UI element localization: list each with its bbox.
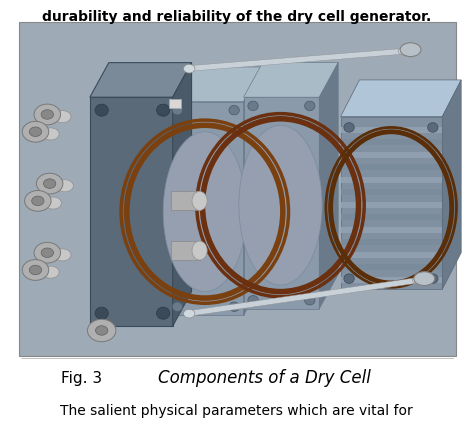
Ellipse shape [34, 104, 61, 125]
Polygon shape [341, 264, 442, 270]
Ellipse shape [25, 191, 51, 211]
Ellipse shape [41, 110, 53, 119]
Polygon shape [341, 117, 442, 289]
Polygon shape [90, 63, 192, 97]
Polygon shape [341, 152, 442, 158]
Ellipse shape [29, 127, 42, 137]
Ellipse shape [239, 125, 322, 285]
Ellipse shape [42, 128, 59, 140]
Ellipse shape [29, 265, 42, 275]
Polygon shape [442, 80, 461, 289]
Polygon shape [341, 227, 442, 233]
Bar [171, 241, 200, 260]
Polygon shape [173, 63, 192, 326]
Ellipse shape [428, 123, 438, 132]
Ellipse shape [54, 111, 71, 123]
Bar [169, 99, 181, 108]
Ellipse shape [22, 260, 49, 280]
Ellipse shape [88, 319, 116, 342]
Polygon shape [341, 80, 461, 117]
Text: durability and reliability of the dry cell generator.: durability and reliability of the dry ce… [42, 10, 431, 23]
Ellipse shape [412, 276, 428, 284]
Polygon shape [244, 97, 319, 309]
Polygon shape [168, 102, 244, 315]
Polygon shape [341, 252, 442, 258]
Polygon shape [341, 277, 442, 283]
Ellipse shape [36, 173, 63, 194]
Polygon shape [341, 164, 442, 170]
Ellipse shape [96, 326, 108, 335]
Ellipse shape [163, 132, 246, 292]
Polygon shape [189, 48, 404, 71]
Ellipse shape [229, 302, 239, 311]
Polygon shape [341, 177, 442, 183]
Ellipse shape [184, 309, 195, 318]
Ellipse shape [414, 272, 435, 286]
Ellipse shape [172, 105, 183, 115]
Ellipse shape [44, 197, 61, 209]
Ellipse shape [95, 307, 108, 319]
Ellipse shape [248, 101, 258, 111]
Polygon shape [341, 189, 442, 195]
Ellipse shape [32, 196, 44, 206]
Ellipse shape [344, 123, 354, 132]
Polygon shape [189, 277, 419, 316]
Ellipse shape [54, 249, 71, 261]
Ellipse shape [229, 105, 239, 115]
Ellipse shape [305, 295, 315, 305]
Text: Components of a Dry Cell: Components of a Dry Cell [158, 369, 371, 387]
Text: Fig. 3: Fig. 3 [61, 371, 103, 385]
Ellipse shape [22, 121, 49, 142]
Ellipse shape [305, 101, 315, 111]
Ellipse shape [157, 104, 170, 116]
Polygon shape [341, 239, 442, 245]
Ellipse shape [248, 295, 258, 305]
Polygon shape [341, 127, 442, 133]
Polygon shape [341, 214, 442, 220]
Ellipse shape [400, 43, 421, 57]
Ellipse shape [428, 274, 438, 283]
Ellipse shape [42, 266, 59, 278]
Ellipse shape [44, 179, 56, 188]
Polygon shape [244, 63, 338, 97]
Ellipse shape [41, 248, 53, 257]
Ellipse shape [344, 274, 354, 283]
Ellipse shape [192, 191, 207, 210]
Ellipse shape [192, 241, 207, 260]
Polygon shape [90, 97, 173, 326]
Ellipse shape [56, 180, 73, 192]
Polygon shape [244, 67, 263, 315]
Ellipse shape [172, 302, 183, 311]
Ellipse shape [95, 104, 108, 116]
Polygon shape [341, 202, 442, 208]
Polygon shape [341, 139, 442, 145]
Polygon shape [319, 63, 338, 309]
Bar [171, 191, 200, 210]
FancyBboxPatch shape [19, 22, 456, 356]
Ellipse shape [184, 64, 195, 73]
Ellipse shape [34, 242, 61, 263]
Ellipse shape [157, 307, 170, 319]
Ellipse shape [398, 47, 413, 55]
Polygon shape [168, 67, 263, 102]
Text: The salient physical parameters which are vital for: The salient physical parameters which ar… [60, 404, 413, 418]
